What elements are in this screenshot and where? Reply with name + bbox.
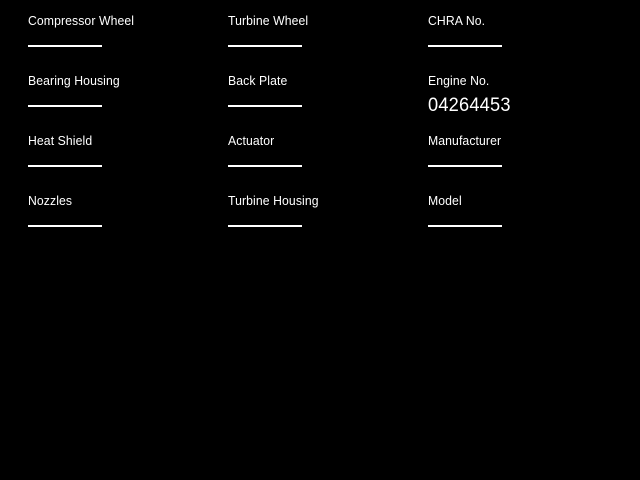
- field-model[interactable]: Model: [428, 193, 618, 227]
- field-turbine-housing[interactable]: Turbine Housing: [228, 193, 418, 227]
- field-underline[interactable]: [28, 165, 102, 167]
- field-label: CHRA No.: [428, 13, 486, 28]
- field-label: Model: [428, 193, 462, 208]
- field-manufacturer[interactable]: Manufacturer: [428, 133, 618, 167]
- field-actuator[interactable]: Actuator: [228, 133, 418, 167]
- field-underline[interactable]: [228, 45, 302, 47]
- field-engine-no[interactable]: Engine No. 04264453: [428, 73, 618, 116]
- field-compressor-wheel[interactable]: Compressor Wheel: [28, 13, 218, 47]
- field-label: Manufacturer: [428, 133, 502, 148]
- field-underline[interactable]: [228, 225, 302, 227]
- field-label: Nozzles: [28, 193, 73, 208]
- field-underline[interactable]: [428, 225, 502, 227]
- field-underline[interactable]: [428, 45, 502, 47]
- field-label: Bearing Housing: [28, 73, 120, 88]
- field-grid: Compressor Wheel Bearing Housing Heat Sh…: [28, 13, 618, 227]
- field-label: Actuator: [228, 133, 275, 148]
- field-label: Turbine Housing: [228, 193, 319, 208]
- field-label: Turbine Wheel: [228, 13, 309, 28]
- field-turbine-wheel[interactable]: Turbine Wheel: [228, 13, 418, 47]
- field-heat-shield[interactable]: Heat Shield: [28, 133, 218, 167]
- field-underline[interactable]: [428, 165, 502, 167]
- field-underline[interactable]: [28, 45, 102, 47]
- field-nozzles[interactable]: Nozzles: [28, 193, 218, 227]
- field-underline[interactable]: [228, 105, 302, 107]
- field-label: Back Plate: [228, 73, 288, 88]
- field-underline[interactable]: [228, 165, 302, 167]
- field-back-plate[interactable]: Back Plate: [228, 73, 418, 107]
- field-label: Heat Shield: [28, 133, 93, 148]
- field-label: Compressor Wheel: [28, 13, 135, 28]
- field-underline[interactable]: [28, 225, 102, 227]
- field-value: 04264453: [428, 95, 511, 116]
- field-bearing-housing[interactable]: Bearing Housing: [28, 73, 218, 107]
- field-label: Engine No.: [428, 73, 490, 88]
- field-chra-no[interactable]: CHRA No.: [428, 13, 618, 47]
- field-underline[interactable]: [28, 105, 102, 107]
